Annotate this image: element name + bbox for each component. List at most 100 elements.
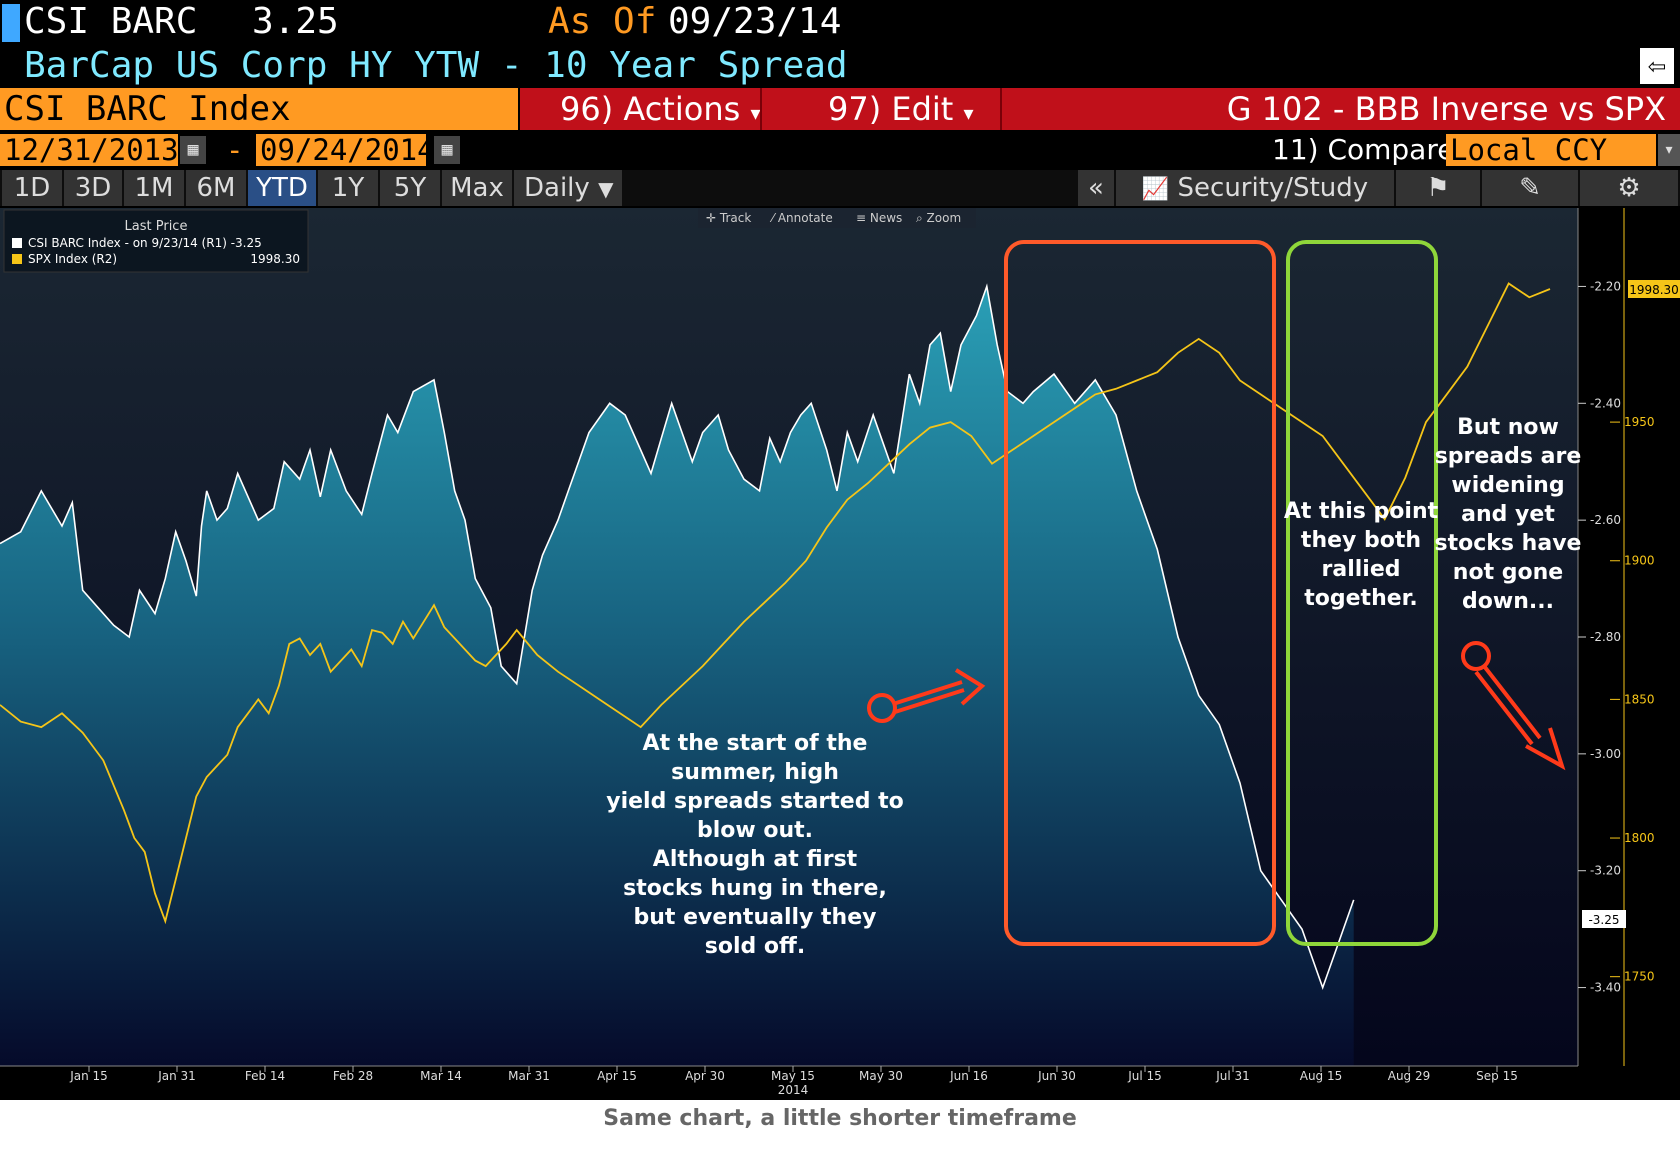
legend-item-spx: SPX Index (R2) xyxy=(28,252,117,266)
x-tick-label: Jul 31 xyxy=(1215,1069,1250,1083)
end-date-field[interactable]: 09/24/2014 xyxy=(256,134,435,166)
tab-max[interactable]: Max xyxy=(442,170,512,206)
as-of-date: 09/23/14 xyxy=(668,1,842,42)
annotation-line: together. xyxy=(1304,586,1417,611)
annotation-widening: But now spreads are widening and yet stocks … xyxy=(1435,415,1582,614)
security-study-button[interactable]: 📈 Security/Study xyxy=(1116,170,1394,206)
legend-header: Last Price xyxy=(125,219,188,234)
actions-button[interactable]: 96) Actions ▾ xyxy=(560,88,760,130)
annotation-line: rallied xyxy=(1322,557,1401,582)
r1-tick-label: -2.60 xyxy=(1590,513,1621,527)
tab-1d[interactable]: 1D xyxy=(2,170,62,206)
last-price: 3.25 xyxy=(252,1,339,42)
edit-button[interactable]: 97) Edit ▾ xyxy=(828,88,974,130)
divider xyxy=(1000,88,1002,130)
spx-series-line xyxy=(0,282,1551,925)
chart-toolbar: ✛ Track ⁄ Annotate ≡ News ⌕ Zoom xyxy=(698,208,976,228)
page-title: BarCap US Corp HY YTW - 10 Year Spread xyxy=(24,45,848,86)
arrow-right-up xyxy=(867,668,986,723)
annotate-button[interactable]: ⁄ Annotate xyxy=(769,211,833,225)
currency-select[interactable]: Local CCY xyxy=(1446,134,1656,166)
chart-canvas: -2.20 -2.40 -2.60 -2.80 -3.00 -3.20 -3.40 1950… xyxy=(0,208,1680,1097)
annotation-line: they both xyxy=(1301,528,1421,553)
barc-area xyxy=(0,286,1354,1066)
divider xyxy=(760,88,762,130)
tab-3d[interactable]: 3D xyxy=(64,170,122,206)
chart-toolbar-bg xyxy=(698,208,976,228)
chart-name: G 102 - BBB Inverse vs SPX xyxy=(1226,90,1666,128)
as-of-label: As Of xyxy=(548,1,657,42)
r1-tick-label: -2.40 xyxy=(1590,396,1621,410)
r1-tick-label: -2.20 xyxy=(1590,279,1621,293)
date-separator: - xyxy=(226,133,244,167)
gear-icon[interactable]: ⚙ xyxy=(1580,170,1678,206)
annotation-line: Although at first xyxy=(653,847,858,872)
x-tick-label: May 30 xyxy=(859,1069,903,1083)
tab-1y[interactable]: 1Y xyxy=(318,170,378,206)
x-tick-label: Jan 31 xyxy=(157,1069,196,1083)
frequency-label: Daily xyxy=(524,173,590,203)
track-button[interactable]: ✛ Track xyxy=(706,211,751,225)
legend-swatch-spx xyxy=(12,254,22,264)
annotation-line: But now xyxy=(1457,415,1559,440)
r1-tick-label: -2.80 xyxy=(1590,630,1621,644)
security-study-label: Security/Study xyxy=(1177,173,1369,203)
tab-6m[interactable]: 6M xyxy=(186,170,246,206)
chart-icon: 📈 xyxy=(1141,177,1170,202)
edit-label: 97) Edit xyxy=(828,90,954,128)
chevron-down-icon: ▾ xyxy=(963,101,974,125)
chevron-down-icon: ▾ xyxy=(750,101,761,125)
annotation-line: sold off. xyxy=(705,934,805,959)
cursor-block xyxy=(2,4,20,42)
r2-tick-label: 1800 xyxy=(1624,831,1655,845)
compare-button[interactable]: 11) Compare xyxy=(1272,133,1455,166)
ticker: CSI BARC xyxy=(24,1,198,42)
x-tick-label: Jun 16 xyxy=(949,1069,988,1083)
terminal-window: CSI BARC 3.25 As Of 09/23/14 BarCap US C… xyxy=(0,0,1680,1100)
tab-1m[interactable]: 1M xyxy=(124,170,184,206)
annotation-line: spreads are xyxy=(1435,444,1582,469)
x-axis-year: 2014 xyxy=(778,1083,809,1097)
barc-last-label: -3.25 xyxy=(1588,913,1619,927)
annotation-line: blow out. xyxy=(697,818,813,843)
x-tick-label: Sep 15 xyxy=(1476,1069,1518,1083)
spx-last-box xyxy=(1628,280,1680,298)
chevron-down-icon[interactable]: ▾ xyxy=(1658,134,1680,166)
x-tick-label: Feb 28 xyxy=(333,1069,373,1083)
caption: Same chart, a little shorter timeframe xyxy=(603,1106,1077,1131)
annotate-pencil-icon[interactable]: ✎ xyxy=(1482,170,1578,206)
x-tick-label: Feb 14 xyxy=(245,1069,285,1083)
annotation-line: At the start of the xyxy=(643,731,868,756)
x-tick-label: Aug 15 xyxy=(1300,1069,1343,1083)
back-arrow-icon[interactable]: ⇦ xyxy=(1640,48,1674,84)
collapse-button[interactable]: « xyxy=(1078,170,1114,206)
annotation-rallied: At this point they both rallied together. xyxy=(1284,499,1439,611)
legend-item-barc: CSI BARC Index - on 9/23/14 (R1) -3.25 xyxy=(28,236,262,250)
annotation-line: stocks hung in there, xyxy=(623,876,887,901)
frequency-select[interactable]: Daily ▼ xyxy=(514,170,622,206)
index-field[interactable]: CSI BARC Index xyxy=(0,88,518,130)
annotation-line: not gone xyxy=(1453,560,1563,585)
flag-icon[interactable]: ⚑ xyxy=(1396,170,1480,206)
tab-ytd[interactable]: YTD xyxy=(248,170,316,206)
r1-tick-label: -3.40 xyxy=(1590,981,1621,995)
legend-box xyxy=(3,209,309,273)
tab-5y[interactable]: 5Y xyxy=(380,170,440,206)
header-row: CSI BARC 3.25 As Of 09/23/14 xyxy=(0,0,1680,44)
zoom-button[interactable]: ⌕ Zoom xyxy=(916,211,961,225)
x-tick-label: Jul 15 xyxy=(1127,1069,1162,1083)
highlight-box-orange xyxy=(1004,240,1276,946)
barc-series-line xyxy=(0,283,1355,990)
chevron-down-icon: ▼ xyxy=(598,177,614,201)
r2-tick-label: 1900 xyxy=(1624,554,1655,568)
start-date-field[interactable]: 12/31/2013 xyxy=(0,134,179,166)
annotation-summer: At the start of the summer, high yield spr… xyxy=(606,731,904,959)
annotation-line: widening xyxy=(1451,473,1564,498)
calendar-icon[interactable]: ▦ xyxy=(180,136,206,164)
r1-tick-label: -3.20 xyxy=(1590,864,1621,878)
calendar-icon[interactable]: ▦ xyxy=(434,136,460,164)
r2-tick-label: 1750 xyxy=(1624,970,1655,984)
r2-tick-label: 1950 xyxy=(1624,415,1655,429)
news-button[interactable]: ≡ News xyxy=(856,211,902,225)
annotation-line: yield spreads started to xyxy=(606,789,904,814)
